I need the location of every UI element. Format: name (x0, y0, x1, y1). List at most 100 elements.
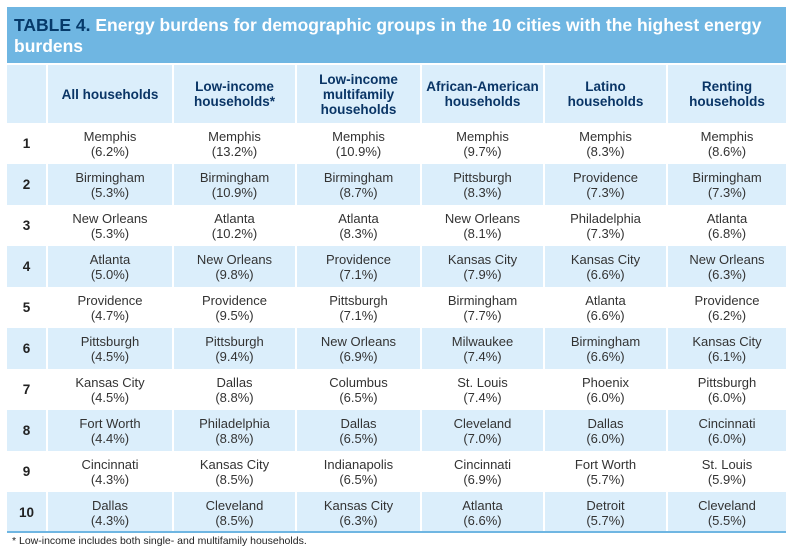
column-header: All households (47, 65, 174, 123)
city-name: Pittsburgh (205, 333, 264, 349)
rank-cell: 5 (7, 287, 48, 328)
burden-percent: (6.8%) (707, 225, 747, 241)
city-name: Pittsburgh (80, 333, 140, 349)
footnote: * Low-income includes both single- and m… (12, 535, 307, 547)
burden-percent: (6.2%) (707, 307, 747, 323)
burden-percent: (7.1%) (339, 266, 378, 282)
burden-percent: (7.0%) (463, 430, 502, 446)
burden-percent: (8.8%) (215, 389, 254, 405)
city-name: Indianapolis (323, 456, 394, 472)
column-header: Latino households (544, 65, 668, 123)
burden-percent: (4.3%) (90, 512, 130, 528)
city-name: Memphis (579, 128, 632, 144)
table-cell: Birmingham (5.3%) (47, 164, 174, 205)
burden-percent: (8.3%) (586, 143, 625, 159)
table-cell: St. Louis (7.4%) (421, 369, 545, 410)
table-cell: Fort Worth (4.4%) (47, 410, 174, 451)
burden-percent: (6.0%) (586, 389, 625, 405)
table-row: 9 Cincinnati (4.3%) Kansas City (8.5%) Indian… (7, 451, 786, 492)
table-cell: Providence (4.7%) (47, 287, 174, 328)
table-row: 6 Pittsburgh (4.5%) Pittsburgh (9.4%) New Orl… (7, 328, 786, 369)
table-cell: Dallas (4.3%) (47, 492, 174, 533)
burden-percent: (10.2%) (211, 225, 258, 241)
burden-percent: (10.9%) (211, 184, 258, 200)
table-row: 2 Birmingham (5.3%) Birmingham (10.9%) Birmin… (7, 164, 786, 205)
table-cell: Kansas City (6.1%) (667, 328, 786, 369)
city-name: Cleveland (205, 497, 264, 513)
table-cell: New Orleans (6.3%) (667, 246, 786, 287)
city-name: New Orleans (444, 210, 521, 226)
city-name: St. Louis (701, 456, 753, 472)
table-cell: Atlanta (5.0%) (47, 246, 174, 287)
city-name: Cincinnati (453, 456, 512, 472)
rank-cell: 3 (7, 205, 48, 246)
burden-percent: (7.4%) (463, 348, 502, 364)
table-cell: Milwaukee (7.4%) (421, 328, 545, 369)
table-cell: Cleveland (7.0%) (421, 410, 545, 451)
burden-percent: (10.9%) (335, 143, 382, 159)
table-body: 1 Memphis (6.2%) Memphis (13.2%) Memphis (10.9… (7, 123, 786, 533)
burden-percent: (8.8%) (215, 430, 254, 446)
city-name: Dallas (91, 497, 129, 513)
burden-percent: (6.6%) (586, 266, 625, 282)
table-cell: Cincinnati (4.3%) (47, 451, 174, 492)
rank-header (7, 65, 48, 123)
burden-percent: (5.3%) (90, 225, 130, 241)
city-name: Memphis (332, 128, 385, 144)
burden-percent: (6.5%) (339, 471, 378, 487)
header-row: All households Low-income households* Lo… (7, 65, 786, 123)
table-cell: Cincinnati (6.9%) (421, 451, 545, 492)
rank-cell: 8 (7, 410, 48, 451)
table-row: 10 Dallas (4.3%) Cleveland (8.5%) Kansas City… (7, 492, 786, 533)
table-cell: Providence (6.2%) (667, 287, 786, 328)
table-row: 4 Atlanta (5.0%) New Orleans (9.8%) Providenc… (7, 246, 786, 287)
burden-percent: (4.4%) (90, 430, 130, 446)
burden-percent: (7.7%) (463, 307, 502, 323)
table-row: 7 Kansas City (4.5%) Dallas (8.8%) Columbus (6… (7, 369, 786, 410)
column-header: African-American households (421, 65, 545, 123)
table-cell: Memphis (6.2%) (47, 123, 174, 164)
city-name: Columbus (329, 374, 388, 390)
table-cell: Philadelphia (7.3%) (544, 205, 668, 246)
burden-percent: (6.5%) (339, 389, 378, 405)
table-cell: Providence (7.1%) (296, 246, 422, 287)
city-name: Birmingham (692, 169, 762, 185)
burden-percent: (4.7%) (90, 307, 130, 323)
city-name: Cincinnati (81, 456, 139, 472)
city-name: Pittsburgh (697, 374, 757, 390)
burden-percent: (8.3%) (339, 225, 378, 241)
city-name: Atlanta (462, 497, 503, 513)
table-cell: Indianapolis (6.5%) (296, 451, 422, 492)
city-name: Kansas City (323, 497, 394, 513)
table-cell: Kansas City (6.6%) (544, 246, 668, 287)
burden-percent: (6.0%) (707, 389, 747, 405)
city-name: Atlanta (706, 210, 748, 226)
burden-percent: (4.3%) (90, 471, 130, 487)
burden-percent: (7.9%) (463, 266, 502, 282)
city-name: Kansas City (75, 374, 145, 390)
city-name: Birmingham (75, 169, 145, 185)
city-name: Kansas City (447, 251, 518, 267)
table-cell: Birmingham (6.6%) (544, 328, 668, 369)
table-cell: Birmingham (7.3%) (667, 164, 786, 205)
table-cell: Cleveland (8.5%) (173, 492, 297, 533)
table-row: 8 Fort Worth (4.4%) Philadelphia (8.8%) Dalla… (7, 410, 786, 451)
city-name: Kansas City (570, 251, 641, 267)
table-cell: Memphis (8.3%) (544, 123, 668, 164)
table-cell: New Orleans (5.3%) (47, 205, 174, 246)
city-name: Cincinnati (698, 415, 756, 431)
table-cell: Pittsburgh (9.4%) (173, 328, 297, 369)
city-name: Memphis (456, 128, 509, 144)
city-name: Dallas (216, 374, 253, 390)
table-cell: Atlanta (6.6%) (421, 492, 545, 533)
burden-percent: (6.3%) (707, 266, 747, 282)
table-cell: St. Louis (5.9%) (667, 451, 786, 492)
table-cell: Memphis (13.2%) (173, 123, 297, 164)
burden-percent: (6.1%) (707, 348, 747, 364)
burden-percent: (5.9%) (707, 471, 747, 487)
city-name: New Orleans (689, 251, 765, 267)
burden-percent: (6.9%) (339, 348, 378, 364)
city-name: Providence (201, 292, 268, 308)
table-row: 1 Memphis (6.2%) Memphis (13.2%) Memphis (10.9… (7, 123, 786, 164)
city-name: Atlanta (89, 251, 131, 267)
